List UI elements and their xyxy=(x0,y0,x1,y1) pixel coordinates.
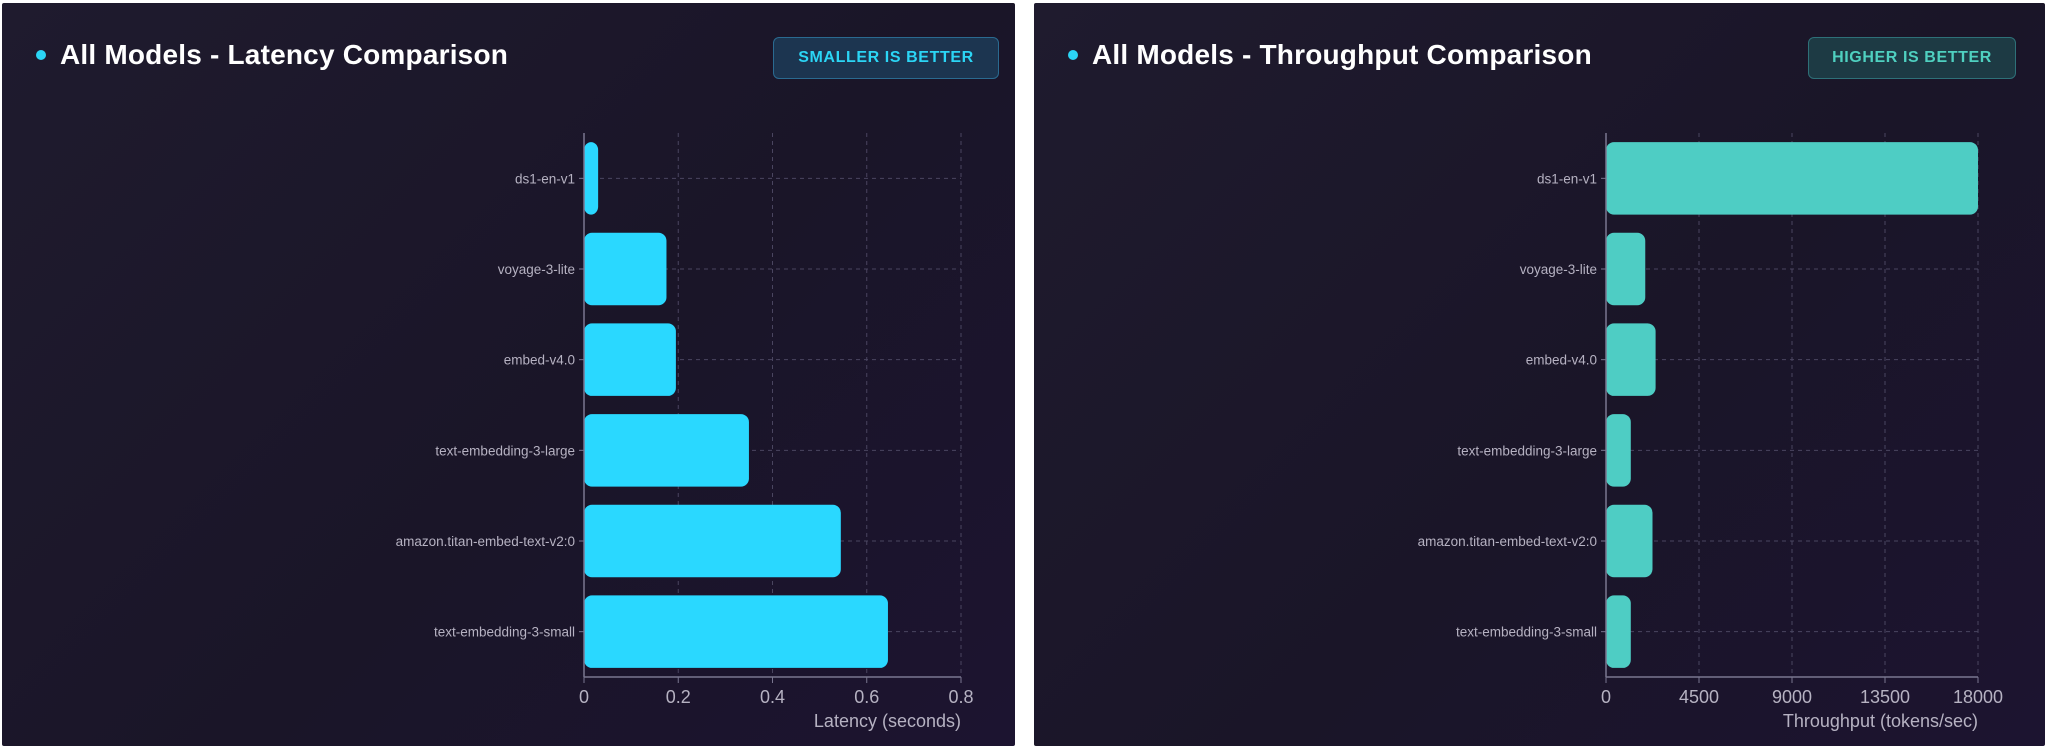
x-tick-label: 18000 xyxy=(1953,687,2003,707)
x-tick-label: 0.8 xyxy=(948,687,973,707)
bar-voyage-3-lite xyxy=(1606,232,1646,306)
bar-amazon-titan-embed-text-v2-0 xyxy=(1606,504,1653,578)
throughput-chart-header: All Models - Throughput Comparison xyxy=(1068,39,1592,71)
y-tick-label: amazon.titan-embed-text-v2:0 xyxy=(396,534,575,549)
throughput-chart-panel: All Models - Throughput Comparison HIGHE… xyxy=(1034,3,2045,746)
x-tick-label: 0.2 xyxy=(666,687,691,707)
bullet-dot-icon xyxy=(36,50,46,60)
latency-bar-chart: ds1-en-v1 voyage-3-lite embed-v4.0 text-emb… xyxy=(396,133,974,731)
latency-chart-header: All Models - Latency Comparison xyxy=(36,39,508,71)
x-tick-label: 4500 xyxy=(1679,687,1719,707)
latency-chart-title: All Models - Latency Comparison xyxy=(60,39,509,70)
y-tick-label: voyage-3-lite xyxy=(1520,262,1597,277)
x-tick-label: 0 xyxy=(1601,687,1611,707)
bar-ds1-en-v1 xyxy=(1606,142,1978,215)
throughput-chart-title: All Models - Throughput Comparison xyxy=(1092,39,1592,70)
bar-embed-v4-0 xyxy=(1606,323,1656,396)
latency-chart-panel: All Models - Latency Comparison SMALLER … xyxy=(2,3,1015,746)
y-tick-label: ds1-en-v1 xyxy=(1537,171,1597,186)
x-tick-label: 0.6 xyxy=(854,687,879,707)
y-tick-label: text-embedding-3-small xyxy=(1456,625,1597,640)
bar-text-embedding-3-small xyxy=(1606,595,1631,668)
x-axis-title: Latency (seconds) xyxy=(814,711,961,731)
y-tick-label: text-embedding-3-large xyxy=(435,443,575,458)
higher-is-better-badge: HIGHER IS BETTER xyxy=(1808,37,2016,79)
bar-amazon-titan-embed-text-v2-0 xyxy=(584,504,841,578)
y-tick-label: ds1-en-v1 xyxy=(515,171,575,186)
y-tick-label: voyage-3-lite xyxy=(498,262,575,277)
x-tick-label: 9000 xyxy=(1772,687,1812,707)
bar-text-embedding-3-small xyxy=(584,595,888,668)
bar-text-embedding-3-large xyxy=(584,414,749,487)
y-tick-label: text-embedding-3-large xyxy=(1457,443,1597,458)
throughput-bar-chart: ds1-en-v1 voyage-3-lite embed-v4.0 text-emb… xyxy=(1418,133,2003,731)
y-tick-label: embed-v4.0 xyxy=(504,353,575,368)
x-axis-title: Throughput (tokens/sec) xyxy=(1783,711,1978,731)
bar-voyage-3-lite xyxy=(584,232,667,306)
bullet-dot-icon xyxy=(1068,50,1078,60)
bar-ds1-en-v1 xyxy=(584,142,599,215)
x-tick-label: 13500 xyxy=(1860,687,1910,707)
y-tick-label: embed-v4.0 xyxy=(1526,353,1597,368)
y-tick-label: amazon.titan-embed-text-v2:0 xyxy=(1418,534,1597,549)
x-tick-label: 0.4 xyxy=(760,687,785,707)
smaller-is-better-badge: SMALLER IS BETTER xyxy=(773,37,999,79)
x-tick-label: 0 xyxy=(579,687,589,707)
y-tick-label: text-embedding-3-small xyxy=(434,625,575,640)
bar-text-embedding-3-large xyxy=(1606,414,1631,487)
bar-embed-v4-0 xyxy=(584,323,676,396)
